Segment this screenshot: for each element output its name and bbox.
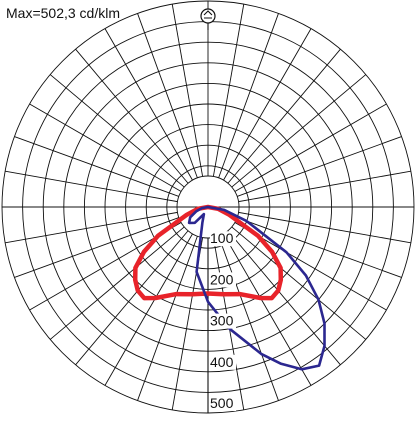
grid-ray-310 bbox=[49, 226, 185, 340]
grid-ray-50 bbox=[231, 226, 367, 340]
tick-label-300: 300 bbox=[210, 313, 234, 329]
chart-title: Max=502,3 cd/klm bbox=[6, 5, 120, 21]
grid-rays bbox=[2, 1, 414, 413]
luminaire-symbol-icon bbox=[200, 8, 216, 30]
grid-ray-200 bbox=[137, 13, 198, 179]
tick-label-bg-200 bbox=[210, 272, 236, 288]
tick-label-100: 100 bbox=[210, 230, 234, 246]
grid-ray-340 bbox=[137, 235, 198, 401]
grid-ray-20 bbox=[218, 235, 279, 401]
grid-ray-80 bbox=[238, 211, 411, 244]
grid-ray-40 bbox=[227, 230, 341, 366]
tick-label-200: 200 bbox=[210, 271, 234, 287]
grid-ray-280 bbox=[5, 211, 178, 244]
series-line-c0-c180 bbox=[132, 204, 284, 301]
grid-ray-150 bbox=[223, 28, 312, 181]
radial-tick-labels: 100 200 300 400 500 bbox=[210, 230, 236, 411]
grid-ray-210 bbox=[104, 28, 193, 181]
tick-label-bg-400 bbox=[210, 354, 236, 370]
grid-ray-260 bbox=[5, 170, 178, 203]
grid-ray-320 bbox=[75, 230, 189, 366]
grid-ray-220 bbox=[75, 48, 189, 184]
grid-ray-70 bbox=[236, 217, 402, 278]
grid-ray-240 bbox=[29, 103, 182, 192]
grid-ray-140 bbox=[227, 48, 341, 184]
grid-ray-330 bbox=[104, 233, 193, 386]
grid-ray-170 bbox=[212, 4, 245, 177]
luminaire-symbol-glyph bbox=[203, 10, 213, 19]
tick-label-500: 500 bbox=[210, 395, 234, 411]
grid-ray-30 bbox=[223, 233, 312, 386]
grid-ray-250 bbox=[14, 136, 180, 197]
grid-ray-120 bbox=[234, 103, 387, 192]
grid-ray-190 bbox=[171, 4, 204, 177]
grid-ray-160 bbox=[218, 13, 279, 179]
grid-ray-110 bbox=[236, 136, 402, 197]
tick-label-400: 400 bbox=[210, 354, 234, 370]
grid-ray-100 bbox=[238, 170, 411, 203]
tick-label-bg-100 bbox=[210, 231, 236, 247]
series-layer bbox=[132, 204, 326, 371]
grid-ray-230 bbox=[49, 74, 185, 188]
tick-label-bg-300 bbox=[210, 313, 236, 329]
grid-ray-290 bbox=[14, 217, 180, 278]
grid-ray-130 bbox=[231, 74, 367, 188]
series-line-c90-c270 bbox=[187, 205, 326, 371]
tick-label-bg-500 bbox=[210, 396, 236, 411]
